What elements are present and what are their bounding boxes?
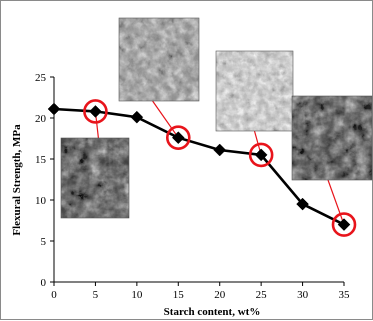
inset-border	[291, 95, 373, 181]
x-tick-label: 10	[131, 289, 143, 301]
inset-texture	[61, 138, 129, 218]
inset-connector-line	[152, 100, 179, 139]
data-series	[47, 99, 357, 237]
x-axis-label: Starch content, wt%	[164, 306, 261, 318]
y-tick-label: 25	[35, 72, 47, 84]
x-tick-label: 15	[173, 289, 185, 301]
inset-border	[215, 50, 294, 132]
data-point-marker	[47, 102, 61, 116]
sem-inset-image	[60, 137, 130, 219]
inset-border	[118, 17, 200, 102]
x-tick-label: 0	[51, 289, 57, 301]
data-point-marker	[89, 105, 102, 118]
data-point-marker	[337, 218, 351, 231]
inset-texture	[119, 18, 199, 101]
highlight-ring	[83, 99, 108, 124]
y-tick-label: 5	[41, 236, 47, 248]
sem-inset-image	[118, 17, 200, 102]
inset-texture	[216, 51, 293, 131]
x-tick-label: 30	[297, 289, 309, 301]
y-tick-label: 0	[41, 277, 47, 289]
data-point-marker	[130, 110, 144, 124]
highlight-ring	[165, 125, 191, 150]
series-line	[53, 107, 345, 226]
x-tick-label: 35	[339, 289, 351, 301]
y-tick-label: 10	[35, 195, 47, 207]
data-point-marker	[213, 143, 227, 157]
inset-texture	[292, 96, 372, 180]
y-tick-label: 20	[35, 113, 47, 125]
axes: 0 5 10 15 20 25 0 5 10 15 20 25 30 35	[35, 72, 350, 301]
data-point-marker	[254, 148, 268, 162]
y-tick-label: 15	[35, 154, 47, 166]
sem-inset-image	[215, 50, 294, 132]
inset-border	[60, 137, 130, 219]
highlight-ring	[331, 212, 357, 237]
inset-connector-line	[327, 179, 345, 225]
sem-inset-image	[291, 95, 373, 181]
data-point-marker	[296, 197, 309, 211]
sem-insets	[60, 17, 373, 219]
x-tick-label: 5	[93, 289, 99, 301]
y-axis-label: Flexural Strength, MPa	[11, 124, 23, 236]
highlight-ring	[248, 142, 274, 168]
data-point-marker	[171, 131, 185, 145]
x-tick-label: 25	[256, 289, 268, 301]
x-tick-label: 20	[214, 289, 226, 301]
